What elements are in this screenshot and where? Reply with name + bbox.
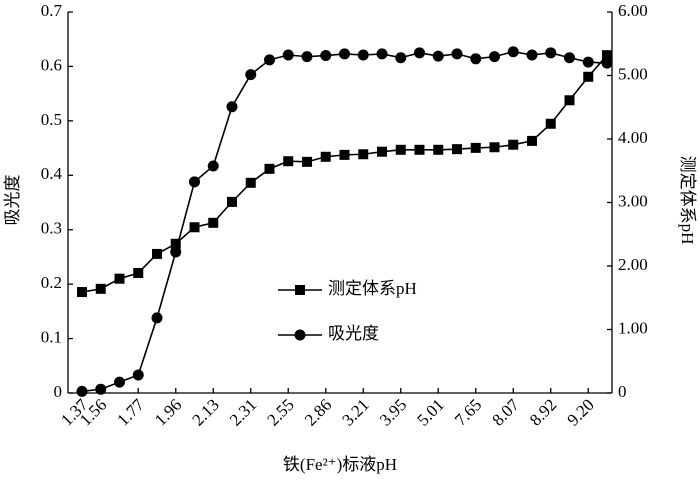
point (189, 176, 200, 188)
y-tick-label: 0.2 (41, 273, 62, 292)
x-tick-label: 1.96 (151, 395, 185, 429)
point (282, 49, 294, 61)
y-tick-label: 0.6 (41, 55, 62, 74)
y-tick-label: 0.7 (41, 1, 63, 20)
point (227, 196, 237, 207)
point (151, 312, 163, 324)
point (170, 238, 181, 249)
point (226, 101, 238, 113)
point (451, 48, 463, 60)
x-tick-label: 2.86 (301, 395, 335, 429)
y-tick-label: 0.4 (41, 164, 63, 183)
x-tick-label: 3.95 (376, 395, 410, 429)
point (527, 135, 537, 146)
point (545, 118, 556, 129)
legend-marker (294, 329, 306, 341)
point (602, 50, 612, 61)
point (432, 50, 444, 62)
x-tick-label: 2.31 (226, 395, 260, 429)
y-tick-label: 0.5 (41, 110, 62, 129)
point (132, 369, 144, 381)
point (452, 144, 462, 155)
y2-tick-label: 3.00 (618, 191, 648, 210)
point (170, 246, 182, 258)
x-tick-label: 3.21 (338, 395, 372, 429)
point (114, 273, 125, 284)
x-tick-label: 8.07 (488, 395, 523, 430)
point (377, 146, 387, 157)
point (395, 144, 406, 155)
point (433, 144, 444, 155)
point (339, 48, 350, 60)
point (207, 160, 219, 172)
point (545, 47, 557, 59)
y-tick-label: 0.1 (41, 327, 62, 346)
point (582, 56, 594, 68)
point (376, 48, 388, 60)
point (489, 51, 500, 63)
y2-tick-label: 6.00 (618, 1, 648, 20)
point (95, 283, 106, 294)
point (601, 57, 613, 69)
y-axis-title: 吸光度 (3, 175, 22, 226)
legend-marker (295, 285, 305, 295)
y-tick-label: 0.3 (41, 219, 62, 238)
point (245, 69, 257, 81)
y2-tick-label: 1.00 (618, 318, 648, 337)
point (283, 156, 294, 167)
y2-tick-label: 5.00 (618, 64, 648, 83)
point (133, 267, 144, 278)
point (302, 156, 312, 167)
y-tick-label: 0 (54, 382, 63, 401)
x-axis-title: 铁(Fe²⁺)标液pH (283, 455, 397, 474)
point (301, 51, 313, 63)
x-tick-label: 9.20 (563, 395, 597, 429)
y2-tick-label: 4.00 (618, 128, 648, 147)
point (395, 52, 407, 64)
point (489, 142, 500, 153)
point (76, 385, 88, 397)
point (245, 177, 256, 188)
legend-label: 吸光度 (328, 324, 379, 343)
point (357, 49, 369, 61)
point (189, 222, 200, 233)
point (507, 46, 519, 58)
point (414, 47, 425, 59)
point (470, 142, 481, 153)
y2-axis-title: 测定体系pH (678, 156, 697, 245)
x-tick-label: 2.13 (188, 395, 222, 429)
point (264, 163, 275, 174)
point (470, 53, 482, 65)
legend-label: 测定体系pH (328, 279, 417, 298)
x-tick-label: 1.77 (113, 395, 148, 430)
point (95, 383, 107, 395)
point (114, 376, 125, 388)
point (414, 144, 425, 155)
x-tick-label: 2.55 (263, 395, 297, 429)
point (320, 151, 331, 162)
point (77, 287, 87, 298)
point (583, 71, 594, 82)
point (264, 54, 275, 66)
point (564, 95, 575, 106)
x-tick-label: 8.92 (526, 395, 560, 429)
point (564, 52, 575, 64)
point (208, 217, 219, 228)
point (339, 149, 350, 160)
point (508, 139, 519, 150)
y2-tick-label: 0 (618, 382, 627, 401)
y2-tick-label: 2.00 (618, 255, 648, 274)
x-tick-label: 7.65 (451, 395, 485, 429)
point (320, 50, 332, 62)
point (358, 149, 369, 160)
point (152, 248, 162, 259)
point (526, 49, 538, 61)
x-tick-label: 5.01 (413, 395, 447, 429)
